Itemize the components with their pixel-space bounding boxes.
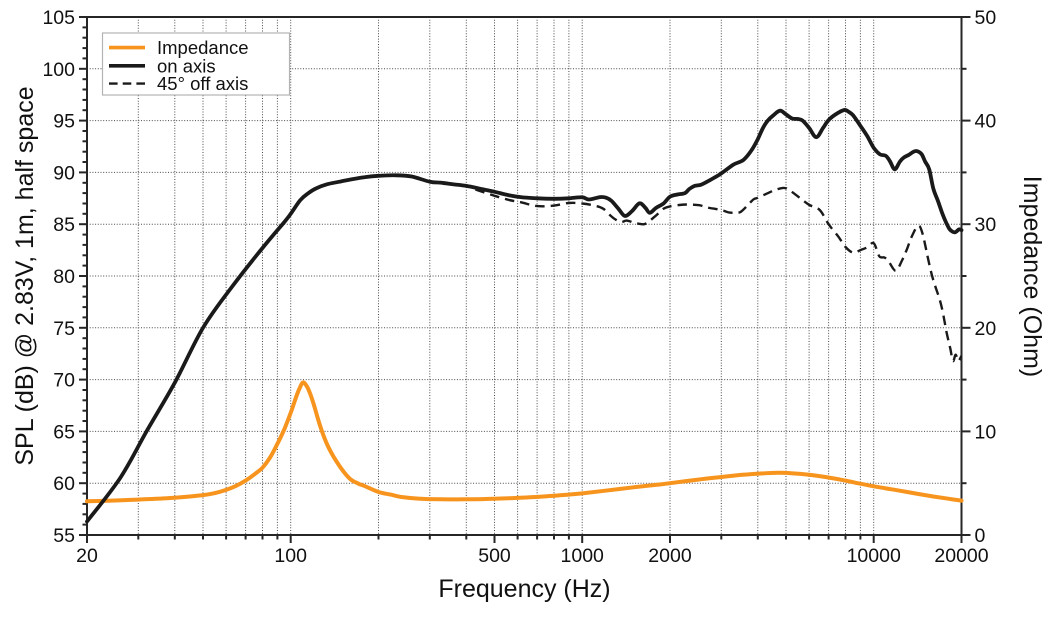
svg-text:85: 85 xyxy=(53,214,75,236)
svg-text:0: 0 xyxy=(975,525,986,547)
svg-text:90: 90 xyxy=(53,162,75,184)
svg-text:95: 95 xyxy=(53,111,75,133)
svg-text:1000: 1000 xyxy=(561,545,605,567)
svg-text:60: 60 xyxy=(53,473,75,495)
svg-text:Frequency (Hz): Frequency (Hz) xyxy=(438,575,610,603)
svg-text:100: 100 xyxy=(42,59,75,81)
svg-text:55: 55 xyxy=(53,525,75,547)
svg-text:10: 10 xyxy=(975,421,997,443)
svg-text:50: 50 xyxy=(975,7,997,29)
svg-text:10000: 10000 xyxy=(847,545,901,567)
svg-text:20000: 20000 xyxy=(934,545,988,567)
svg-text:on axis: on axis xyxy=(157,55,216,76)
svg-text:100: 100 xyxy=(274,545,307,567)
svg-text:20: 20 xyxy=(76,545,98,567)
svg-text:80: 80 xyxy=(53,266,75,288)
svg-text:75: 75 xyxy=(53,318,75,340)
svg-text:65: 65 xyxy=(53,421,75,443)
svg-text:45° off axis: 45° off axis xyxy=(157,73,248,94)
svg-text:20: 20 xyxy=(975,318,997,340)
svg-text:SPL (dB) @ 2.83V, 1m, half spa: SPL (dB) @ 2.83V, 1m, half space xyxy=(11,86,39,465)
svg-text:Impedance (Ohm): Impedance (Ohm) xyxy=(1018,176,1046,377)
svg-text:30: 30 xyxy=(975,214,997,236)
svg-text:40: 40 xyxy=(975,111,997,133)
svg-text:105: 105 xyxy=(42,7,75,29)
svg-text:500: 500 xyxy=(478,545,511,567)
svg-text:2000: 2000 xyxy=(648,545,692,567)
svg-text:70: 70 xyxy=(53,370,75,392)
svg-text:Impedance: Impedance xyxy=(157,37,249,58)
